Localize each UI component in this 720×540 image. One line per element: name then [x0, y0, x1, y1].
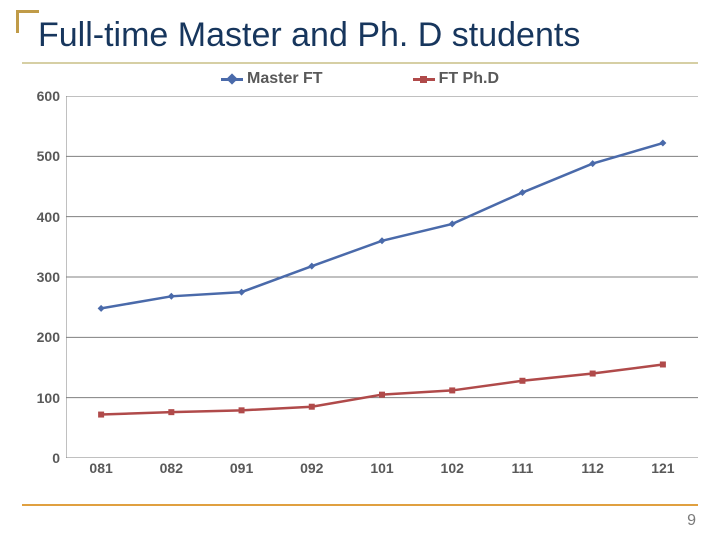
x-tick-label: 081: [89, 460, 112, 476]
chart-plot: [66, 96, 698, 458]
legend-item-master: Master FT: [221, 70, 323, 88]
y-tick-label: 400: [37, 209, 60, 225]
corner-accent: [16, 10, 39, 33]
x-tick-label: 092: [300, 460, 323, 476]
legend-label: Master FT: [247, 70, 323, 88]
x-tick-label: 082: [160, 460, 183, 476]
square-icon: [413, 72, 435, 86]
x-tick-label: 111: [512, 460, 534, 476]
x-tick-label: 112: [581, 460, 604, 476]
y-tick-label: 300: [37, 269, 60, 285]
page-number: 9: [687, 512, 696, 530]
diamond-icon: [221, 72, 243, 86]
y-tick-label: 100: [37, 390, 60, 406]
x-tick-label: 102: [441, 460, 464, 476]
x-tick-label: 101: [370, 460, 393, 476]
y-tick-label: 600: [37, 88, 60, 104]
y-tick-label: 200: [37, 329, 60, 345]
slide: Full-time Master and Ph. D students Mast…: [0, 0, 720, 540]
y-tick-label: 0: [52, 450, 60, 466]
legend-item-phd: FT Ph.D: [413, 70, 499, 88]
y-axis-labels: 0100200300400500600: [22, 96, 66, 458]
legend-label: FT Ph.D: [439, 70, 499, 88]
page-title: Full-time Master and Ph. D students: [38, 16, 580, 55]
chart: 0100200300400500600 08108209109210110211…: [22, 96, 698, 480]
title-underline: [22, 62, 698, 64]
x-tick-label: 091: [230, 460, 253, 476]
x-tick-label: 121: [651, 460, 674, 476]
chart-legend: Master FT FT Ph.D: [0, 70, 720, 88]
y-tick-label: 500: [37, 148, 60, 164]
x-axis-labels: 081 082 091 092 101 102 111 112 121: [66, 458, 698, 480]
bottom-underline: [22, 504, 698, 506]
